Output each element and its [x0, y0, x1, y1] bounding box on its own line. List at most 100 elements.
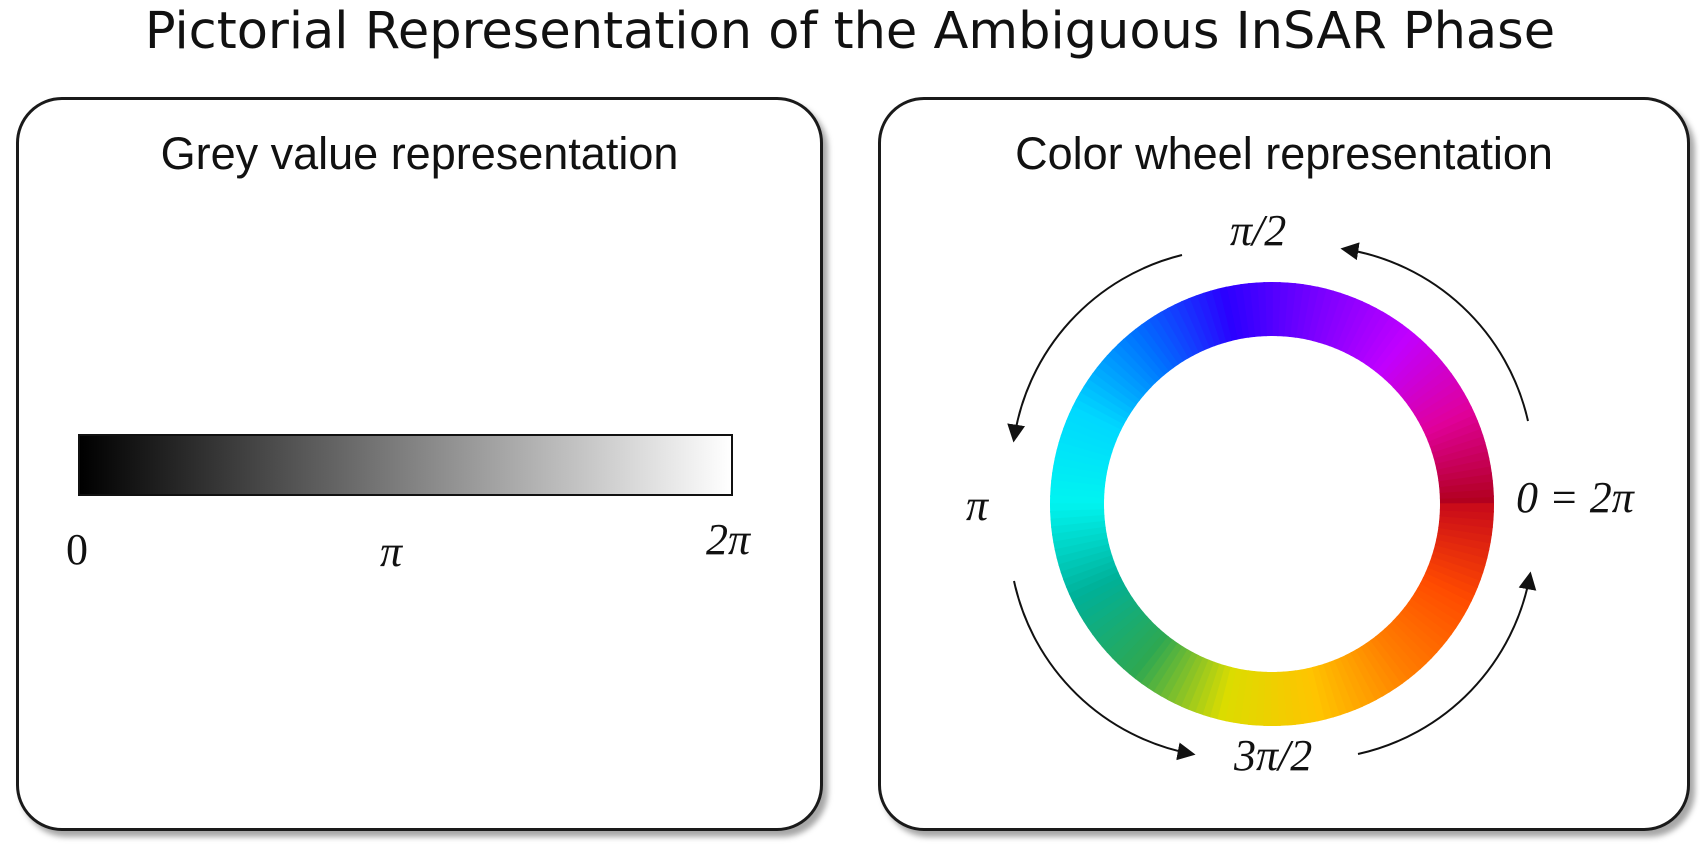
color-ring-segment	[1160, 649, 1194, 701]
color-ring-segment	[1083, 592, 1134, 629]
color-ring-segment	[1434, 449, 1490, 470]
color-ring-segment	[1288, 670, 1304, 725]
color-ring-segment	[1195, 661, 1221, 716]
color-ring-segment	[1431, 549, 1486, 574]
color-ring-segment	[1153, 646, 1189, 697]
color-ring-segment	[1075, 392, 1127, 426]
color-ring-segment	[1052, 464, 1107, 482]
color-ring-segment	[1425, 566, 1479, 596]
color-ring-segment	[1350, 307, 1384, 359]
color-ring-segment	[1323, 292, 1349, 347]
color-ring-segment	[1334, 297, 1364, 351]
color-ring-segment	[1079, 587, 1130, 623]
color-ring-segment	[1374, 328, 1416, 376]
color-ring-segment	[1224, 285, 1244, 340]
color-ring-segment	[1410, 592, 1461, 629]
color-ring-segment	[1147, 315, 1184, 366]
color-ring-segment	[1060, 555, 1115, 581]
color-ring-segment	[1209, 665, 1233, 720]
color-ring-segment	[1339, 300, 1371, 354]
grey-label-end: 2π	[706, 515, 751, 564]
color-ring-segment	[1420, 398, 1472, 431]
color-ring-segment	[1232, 284, 1250, 339]
color-ring-segment	[1434, 538, 1490, 559]
color-ring-segment	[1300, 285, 1320, 340]
color-ring-segment	[1300, 668, 1320, 723]
color-ring-segment	[1414, 385, 1465, 421]
color-ring-segment	[1147, 642, 1184, 693]
color-ring-segment	[1051, 472, 1106, 488]
color-ring-segment	[1365, 319, 1404, 369]
arrow-top	[1007, 254, 1183, 443]
color-ring-segment	[1111, 620, 1156, 665]
arrow-right-top	[1340, 242, 1529, 422]
color-ring-segment	[1065, 412, 1119, 442]
color-ring-segment	[1263, 671, 1273, 726]
color-ring-segment	[1096, 606, 1144, 648]
color-ring-segment	[1283, 671, 1297, 726]
color-ring-segment	[1288, 283, 1304, 338]
wheel-label-bottom: 3π/2	[1234, 731, 1313, 780]
wheel-panel-title: Color wheel representation	[1015, 128, 1553, 179]
color-ring-segment	[1087, 597, 1137, 636]
wheel-label-left: π	[966, 481, 989, 530]
color-ring-segment	[1277, 671, 1289, 726]
color-ring-segment	[1436, 456, 1491, 476]
color-ring-segment	[1087, 372, 1137, 411]
color-ring-segment	[1050, 509, 1105, 521]
color-ring-segment	[1433, 441, 1488, 465]
wheel-label-right: 0 = 2π	[1516, 473, 1634, 522]
color-ring-segment	[1140, 319, 1179, 369]
grey-label-start: 0	[66, 525, 88, 574]
color-ring-segment	[1403, 602, 1453, 642]
color-ring-segment	[1439, 503, 1494, 513]
color-ring-segment	[1379, 628, 1422, 675]
color-ring-segment	[1388, 620, 1433, 665]
color-ring-segment	[1438, 472, 1493, 488]
color-ring-segment	[1439, 487, 1494, 499]
color-ring-segment	[1180, 657, 1210, 711]
color-ring-segment	[1417, 392, 1469, 426]
color-ring-segment	[1065, 566, 1119, 596]
color-ring-segment	[1096, 360, 1144, 402]
color-ring-segment	[1058, 549, 1113, 574]
color-ring-segment	[1317, 663, 1342, 718]
color-ring-segment	[1370, 323, 1410, 373]
color-ring-segment	[1311, 665, 1335, 720]
color-ring-segment	[1052, 526, 1107, 544]
color-ring-segment	[1091, 366, 1141, 406]
color-ring-segment	[1247, 282, 1261, 337]
color-ring-segment	[1173, 300, 1205, 354]
color-ring-segment	[1379, 333, 1422, 380]
color-ring-segment	[1437, 526, 1492, 544]
color-ring-segment	[1334, 657, 1364, 711]
color-ring-segment	[1383, 624, 1427, 670]
color-ring-segment	[1160, 307, 1194, 359]
color-ring-segment	[1427, 560, 1481, 588]
color-ring-segment	[1437, 464, 1492, 482]
color-ring-segment	[1051, 520, 1106, 536]
color-ring-segment	[1166, 304, 1199, 356]
color-ring-segment	[1224, 668, 1244, 723]
color-ring-segment	[1439, 479, 1494, 493]
color-ring-segment	[1355, 646, 1391, 697]
color-ring-segment	[1271, 282, 1281, 337]
color-ring-segment	[1068, 571, 1122, 603]
color-ring-segment	[1173, 654, 1205, 708]
color-ring-segment	[1111, 343, 1156, 388]
color-ring-segment	[1122, 628, 1165, 675]
color-ring-segment	[1417, 582, 1469, 616]
color-ring-segment	[1311, 288, 1335, 343]
color-ring-segment	[1360, 642, 1397, 693]
color-ring-segment	[1255, 282, 1267, 337]
color-ring-segment	[1075, 582, 1127, 616]
color-ring-segment	[1106, 615, 1152, 659]
color-ring-segment	[1407, 372, 1457, 411]
color-ring-segment	[1117, 338, 1161, 384]
color-ring-segment	[1422, 571, 1476, 603]
color-ring-segment	[1365, 639, 1404, 689]
color-ring-segment	[1072, 577, 1124, 610]
color-ring-segment	[1053, 532, 1108, 552]
color-ring-segment	[1427, 420, 1481, 448]
color-ring-segment	[1050, 495, 1105, 505]
